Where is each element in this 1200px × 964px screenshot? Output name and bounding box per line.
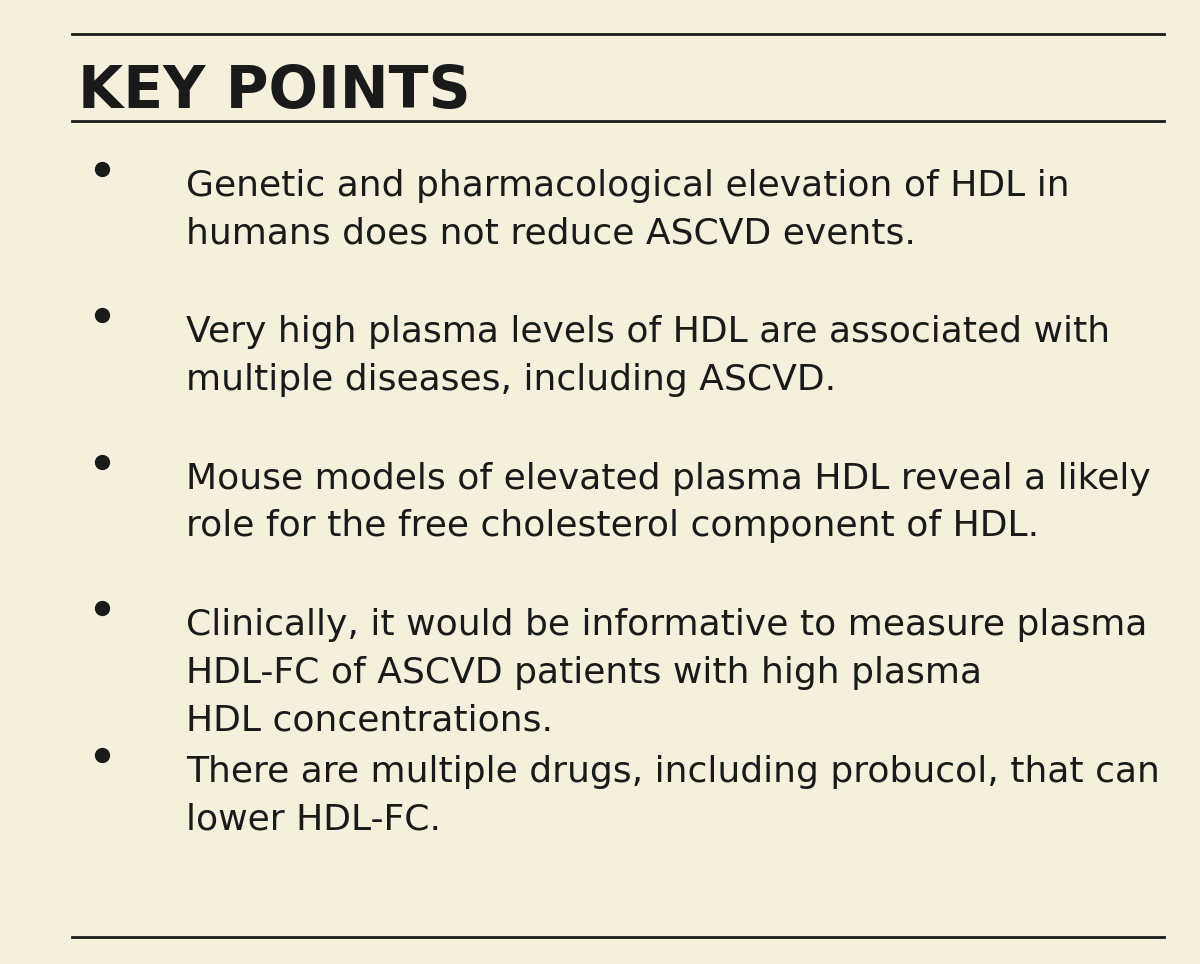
Text: Genetic and pharmacological elevation of HDL in
humans does not reduce ASCVD eve: Genetic and pharmacological elevation of… bbox=[186, 169, 1069, 251]
Text: There are multiple drugs, including probucol, that can
lower HDL-FC.: There are multiple drugs, including prob… bbox=[186, 755, 1160, 837]
Text: Clinically, it would be informative to measure plasma
HDL-FC of ASCVD patients w: Clinically, it would be informative to m… bbox=[186, 608, 1147, 737]
Text: Mouse models of elevated plasma HDL reveal a likely
role for the free cholestero: Mouse models of elevated plasma HDL reve… bbox=[186, 462, 1151, 544]
Text: KEY POINTS: KEY POINTS bbox=[78, 63, 470, 120]
Text: Very high plasma levels of HDL are associated with
multiple diseases, including : Very high plasma levels of HDL are assoc… bbox=[186, 315, 1110, 397]
